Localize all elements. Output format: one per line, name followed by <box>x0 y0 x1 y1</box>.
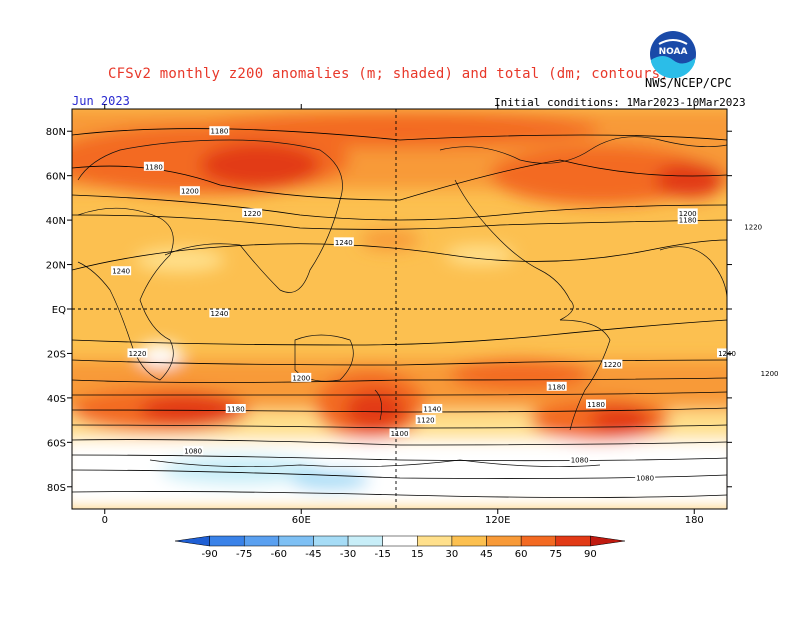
colorbar-swatch <box>417 535 453 547</box>
colorbar-tick-label: -30 <box>340 549 356 560</box>
contour-labels: 1180118012001220124012401180120012201180… <box>111 126 780 482</box>
colorbar-tick-label: 75 <box>549 549 562 560</box>
contour-label: 1180 <box>677 215 698 225</box>
contour-label: 1100 <box>389 428 410 438</box>
y-tick-label: 60N <box>46 172 66 183</box>
contour-label: 1220 <box>242 208 263 218</box>
contour-label: 1200 <box>759 368 780 378</box>
svg-text:1080: 1080 <box>571 457 589 465</box>
svg-text:1240: 1240 <box>335 239 353 247</box>
x-tick-label: 0 <box>102 515 108 526</box>
y-tick-label: 60S <box>47 438 66 449</box>
colorbar-tick-label: -15 <box>375 549 391 560</box>
svg-text:1220: 1220 <box>603 361 621 369</box>
contour-label: 1220 <box>743 221 764 231</box>
svg-text:1240: 1240 <box>210 310 228 318</box>
contour-label: 1220 <box>602 359 623 369</box>
svg-text:1100: 1100 <box>391 430 409 438</box>
contour-label: 1200 <box>677 208 698 218</box>
colorbar: -90 -75 -60 -45 -30 -15 15 30 45 60 75 90 <box>174 535 626 560</box>
svg-text:1080: 1080 <box>636 474 654 482</box>
logo-text: NOAA <box>659 47 688 57</box>
y-tick-label: 40N <box>46 216 66 227</box>
grid-reference-lines <box>72 109 727 509</box>
contour-label: 1180 <box>586 399 606 409</box>
title: CFSv2 monthly z200 anomalies (m; shaded)… <box>108 66 669 82</box>
svg-text:1180: 1180 <box>587 401 605 409</box>
colorbar-tick-label: -75 <box>236 549 252 560</box>
svg-text:1080: 1080 <box>184 448 202 456</box>
colorbar-swatch <box>486 535 522 547</box>
x-axis: 060E120E180120W60W0 <box>102 104 704 526</box>
contour-label: 1200 <box>291 372 312 382</box>
colorbar-swatch <box>174 535 210 547</box>
contour-label: 1220 <box>127 348 148 358</box>
contour-label: 1120 <box>415 415 436 425</box>
contour-label: 1080 <box>635 472 656 482</box>
y-tick-label: 80N <box>46 127 66 138</box>
svg-text:1180: 1180 <box>548 383 566 391</box>
colorbar-tick-label: 45 <box>480 549 493 560</box>
noaa-logo-icon: NOAA <box>650 31 696 78</box>
colorbar-swatch <box>278 535 314 547</box>
coastline-layer <box>77 136 727 468</box>
y-tick-label: 20N <box>46 261 66 272</box>
contour-layer <box>72 128 727 498</box>
colorbar-swatch <box>347 535 383 547</box>
colorbar-swatch <box>520 535 557 547</box>
contour-label: 1180 <box>209 126 230 136</box>
agency-label: NWS/NCEP/CPC <box>645 76 732 90</box>
contour-label: 1080 <box>183 446 204 456</box>
x-tick-label: 60E <box>292 515 311 526</box>
x-tick-label: 180 <box>685 515 704 526</box>
svg-text:1220: 1220 <box>744 223 762 231</box>
contour-label: 1200 <box>179 186 200 196</box>
svg-text:1180: 1180 <box>145 163 163 171</box>
svg-text:1200: 1200 <box>181 188 199 196</box>
svg-text:1180: 1180 <box>210 128 228 136</box>
colorbar-swatch <box>590 535 626 547</box>
contour-label: 1240 <box>333 237 354 247</box>
colorbar-tick-label: 30 <box>446 549 459 560</box>
svg-text:1220: 1220 <box>129 350 147 358</box>
svg-text:1200: 1200 <box>292 374 310 382</box>
y-tick-label: 40S <box>47 394 66 405</box>
colorbar-swatch <box>451 535 487 547</box>
initial-conditions-label: Initial conditions: 1Mar2023-10Mar2023 <box>494 96 746 109</box>
x-tick-label: 120E <box>485 515 510 526</box>
y-axis: 80N 60N 40N 20N EQ 20S 40S 60S 80S <box>46 127 732 494</box>
colorbar-swatch <box>382 535 418 547</box>
contour-label: 1080 <box>569 455 590 465</box>
contour-label: 1240 <box>209 308 230 318</box>
colorbar-tick-label: -60 <box>271 549 287 560</box>
contour-label: 1180 <box>225 404 246 414</box>
colorbar-swatch <box>243 535 280 547</box>
svg-text:1220: 1220 <box>243 210 261 218</box>
svg-text:1200: 1200 <box>761 370 779 378</box>
contour-label: 1140 <box>422 404 443 414</box>
contour-label: 1180 <box>546 381 567 391</box>
svg-text:1180: 1180 <box>227 406 245 414</box>
svg-text:1180: 1180 <box>679 217 697 225</box>
month-label: Jun 2023 <box>72 94 130 108</box>
colorbar-tick-label: 90 <box>584 549 597 560</box>
colorbar-tick-label: 60 <box>515 549 528 560</box>
y-tick-label: EQ <box>52 305 66 316</box>
svg-text:1140: 1140 <box>423 406 441 414</box>
colorbar-swatch <box>209 535 245 547</box>
y-tick-label: 80S <box>47 483 66 494</box>
colorbar-tick-label: -45 <box>305 549 321 560</box>
y-tick-label: 20S <box>47 349 66 360</box>
colorbar-swatch <box>555 535 591 547</box>
colorbar-tick-label: -90 <box>201 549 217 560</box>
svg-text:1200: 1200 <box>679 210 697 218</box>
contour-label: 1240 <box>111 266 132 276</box>
svg-text:1120: 1120 <box>417 417 435 425</box>
contour-label: 1180 <box>143 161 164 171</box>
colorbar-swatch <box>313 535 349 547</box>
colorbar-tick-label: 15 <box>411 549 424 560</box>
svg-text:1240: 1240 <box>112 268 130 276</box>
